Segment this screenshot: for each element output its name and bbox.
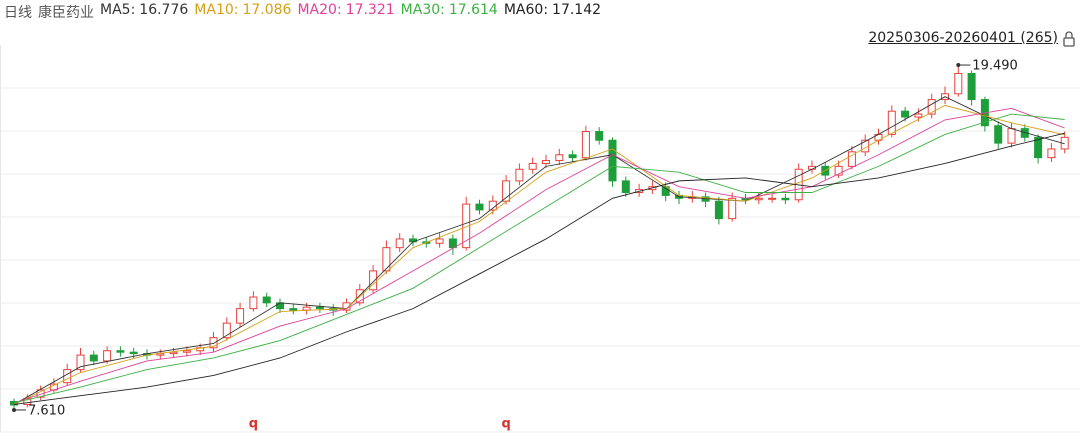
ma-legend: MA5: 16.776 — [100, 2, 188, 22]
candle-body — [1007, 128, 1016, 144]
ma-name: MA20: — [297, 2, 342, 18]
candle-body — [608, 139, 617, 182]
candle-body — [89, 354, 98, 362]
candle-body — [302, 306, 311, 311]
candle-body — [502, 180, 511, 202]
candle-body — [448, 238, 457, 249]
header: 日线 康臣药业 MA5: 16.776 MA10: 17.086 MA20: 17.321… — [4, 2, 601, 22]
candle-body — [129, 351, 138, 355]
candle-body — [542, 160, 550, 164]
candle-body — [103, 350, 112, 362]
candle-body — [528, 162, 537, 170]
extreme-label: 7.610 — [28, 403, 65, 418]
stock-name: 康臣药业 — [38, 5, 94, 21]
ma-name: MA30: — [400, 2, 445, 18]
ma-line — [13, 132, 1065, 405]
candle-body — [887, 110, 896, 135]
candle-body — [595, 131, 604, 141]
candle-body — [901, 110, 910, 118]
candle-body — [914, 113, 923, 118]
candle-body — [475, 203, 484, 211]
extreme-label: 19.490 — [972, 59, 1018, 74]
candle-body — [236, 308, 245, 324]
candle-body — [395, 238, 404, 249]
ma-legend: MA20: 17.321 — [297, 2, 394, 22]
ma-value: 16.776 — [139, 2, 189, 18]
ma-legend: MA30: 17.614 — [401, 2, 498, 22]
candle-body — [834, 165, 843, 176]
ma-value: 17.142 — [552, 2, 602, 18]
ma-line — [13, 113, 1065, 404]
candle-body — [967, 72, 976, 101]
candle-body — [768, 197, 777, 200]
candle-body — [315, 306, 324, 310]
candle-body — [289, 308, 298, 311]
candle-body — [435, 238, 444, 244]
lock-icon[interactable] — [1063, 31, 1075, 47]
candle-body — [781, 197, 790, 201]
candle-body — [382, 247, 391, 272]
period: 日线 — [4, 5, 32, 21]
candle-body — [249, 296, 258, 310]
candle-body — [621, 180, 630, 193]
event-marker: q — [501, 417, 510, 432]
ma-legend: MA10: 17.086 — [194, 2, 291, 22]
candle-body — [754, 197, 763, 201]
candle-body — [927, 99, 936, 115]
candle-body — [555, 154, 564, 162]
candle-body — [1034, 136, 1043, 159]
ma-line — [13, 107, 1065, 404]
candle-body — [262, 296, 271, 304]
candle-body — [276, 302, 284, 310]
candle-body — [182, 350, 191, 353]
candle-body — [954, 72, 963, 95]
candle-body — [116, 350, 125, 353]
candle-body — [515, 168, 524, 182]
date-range[interactable]: 20250306-20260401 (265) — [868, 30, 1058, 46]
candle-body — [462, 203, 471, 249]
ma-name: MA5: — [100, 2, 136, 18]
ma-line — [13, 96, 1065, 405]
candle-body — [222, 322, 231, 339]
candle-body — [1047, 148, 1056, 159]
candle-body — [568, 154, 577, 159]
ma-name: MA60: — [503, 2, 549, 18]
candle-body — [169, 351, 178, 355]
ma-line — [13, 104, 1065, 405]
ma-value: 17.321 — [345, 2, 395, 18]
candle-body — [209, 337, 218, 349]
ma-value: 17.614 — [448, 2, 498, 18]
candle-body — [994, 125, 1003, 144]
candle-body — [76, 354, 85, 371]
ma-legend: MA60: 17.142 — [504, 2, 601, 22]
candle-body — [714, 200, 723, 220]
ma-value: 17.086 — [242, 2, 292, 18]
candle-body — [581, 131, 590, 159]
candle-body — [728, 197, 737, 220]
candle-body — [369, 270, 378, 291]
event-marker: q — [249, 417, 258, 432]
candle-body — [10, 401, 18, 406]
ma-name: MA10: — [194, 2, 239, 18]
candle-body — [847, 151, 856, 167]
